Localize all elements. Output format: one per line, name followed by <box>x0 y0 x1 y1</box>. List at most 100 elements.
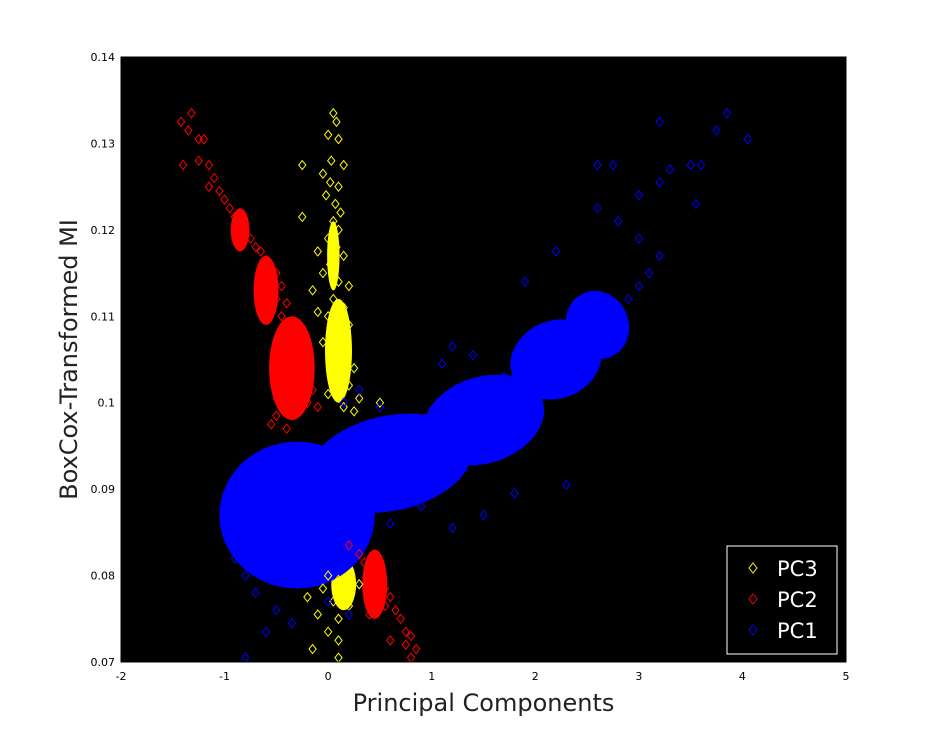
point-pc2 <box>282 298 291 309</box>
point-pc3 <box>334 371 343 383</box>
point-pc2 <box>298 354 307 365</box>
pc1-cluster <box>565 290 630 359</box>
point-pc2 <box>266 263 276 275</box>
point-pc2 <box>380 600 390 612</box>
point-pc1 <box>344 470 354 482</box>
pc2-cluster <box>362 549 388 619</box>
point-pc3 <box>334 652 343 662</box>
point-pc1 <box>396 436 405 447</box>
point-pc1 <box>272 604 281 616</box>
point-pc3 <box>318 336 328 348</box>
point-pc2 <box>266 419 276 430</box>
point-pc2 <box>365 561 374 573</box>
point-pc1 <box>230 552 240 564</box>
point-pc1 <box>334 501 343 512</box>
x-tick-label: 3 <box>635 670 642 683</box>
point-pc3 <box>339 302 348 313</box>
point-pc3 <box>339 159 348 171</box>
point-pc3 <box>344 319 354 331</box>
point-pc1 <box>448 423 457 434</box>
point-pc3 <box>375 397 385 409</box>
point-pc1 <box>344 609 354 620</box>
point-pc3 <box>334 635 343 646</box>
y-tick-label: 0.13 <box>91 137 116 150</box>
point-pc2 <box>277 310 286 322</box>
point-pc3 <box>313 609 323 620</box>
point-pc1 <box>691 198 701 210</box>
point-pc1 <box>510 488 519 499</box>
legend-marker-pc3 <box>748 562 758 574</box>
point-pc3 <box>321 189 331 201</box>
point-pc1 <box>572 349 581 361</box>
point-pc1 <box>541 349 550 361</box>
point-pc1 <box>531 371 540 383</box>
point-pc2 <box>292 336 302 348</box>
point-pc2 <box>380 583 390 594</box>
pc2-cluster <box>253 255 279 325</box>
point-pc2 <box>365 609 374 620</box>
point-pc1 <box>417 501 426 512</box>
point-pc3 <box>354 393 364 404</box>
point-pc3 <box>334 613 343 625</box>
point-pc3 <box>298 159 307 171</box>
point-pc1 <box>634 189 644 201</box>
point-pc1 <box>603 319 613 331</box>
x-tick-label: 2 <box>532 670 539 683</box>
x-tick-label: 5 <box>843 670 850 683</box>
x-tick-label: -2 <box>116 670 127 683</box>
point-pc1 <box>241 652 250 662</box>
x-axis-label: Principal Components <box>353 689 615 717</box>
x-tick-label: -1 <box>219 670 230 683</box>
point-pc1 <box>365 483 374 495</box>
point-pc1 <box>665 164 675 175</box>
point-pc1 <box>489 397 499 409</box>
point-pc2 <box>396 613 405 625</box>
point-pc2 <box>230 211 240 223</box>
point-pc3 <box>339 401 348 413</box>
point-pc3 <box>344 280 354 292</box>
point-pc1 <box>624 293 633 305</box>
point-pc2 <box>251 241 260 253</box>
point-pc1 <box>458 401 468 413</box>
point-pc1 <box>287 617 297 629</box>
point-pc1 <box>354 457 364 469</box>
point-pc1 <box>417 423 426 434</box>
point-pc2 <box>272 267 281 279</box>
point-pc3 <box>334 276 343 288</box>
point-pc3 <box>323 626 333 638</box>
point-pc3 <box>313 306 323 318</box>
point-pc1 <box>292 578 302 590</box>
point-pc1 <box>551 246 561 257</box>
pc1-cluster <box>422 374 545 466</box>
point-pc1 <box>655 177 664 188</box>
point-pc2 <box>266 276 276 288</box>
point-pc2 <box>303 367 312 378</box>
point-pc2 <box>194 155 203 167</box>
point-pc2 <box>298 380 307 391</box>
point-pc1 <box>406 449 416 460</box>
point-pc1 <box>272 527 281 538</box>
point-pc2 <box>370 570 379 581</box>
point-pc2 <box>411 643 421 655</box>
point-pc1 <box>303 488 312 499</box>
point-pc2 <box>215 185 224 197</box>
point-pc1 <box>437 410 447 421</box>
point-pc2 <box>406 630 416 642</box>
point-pc1 <box>520 362 530 374</box>
point-pc2 <box>277 280 286 292</box>
x-tick-label: 0 <box>325 670 332 683</box>
point-pc3 <box>339 345 348 357</box>
y-tick-label: 0.1 <box>98 397 116 410</box>
legend-label-pc1: PC1 <box>777 619 818 643</box>
point-pc2 <box>220 194 229 205</box>
point-pc2 <box>292 406 302 417</box>
point-pc2 <box>375 578 385 590</box>
point-pc1 <box>251 587 260 599</box>
point-pc1 <box>510 384 519 396</box>
point-pc2 <box>287 319 297 331</box>
x-tick-label: 4 <box>739 670 746 683</box>
point-pc3 <box>323 310 333 322</box>
plot-frame <box>120 56 847 663</box>
point-pc2 <box>391 604 400 616</box>
